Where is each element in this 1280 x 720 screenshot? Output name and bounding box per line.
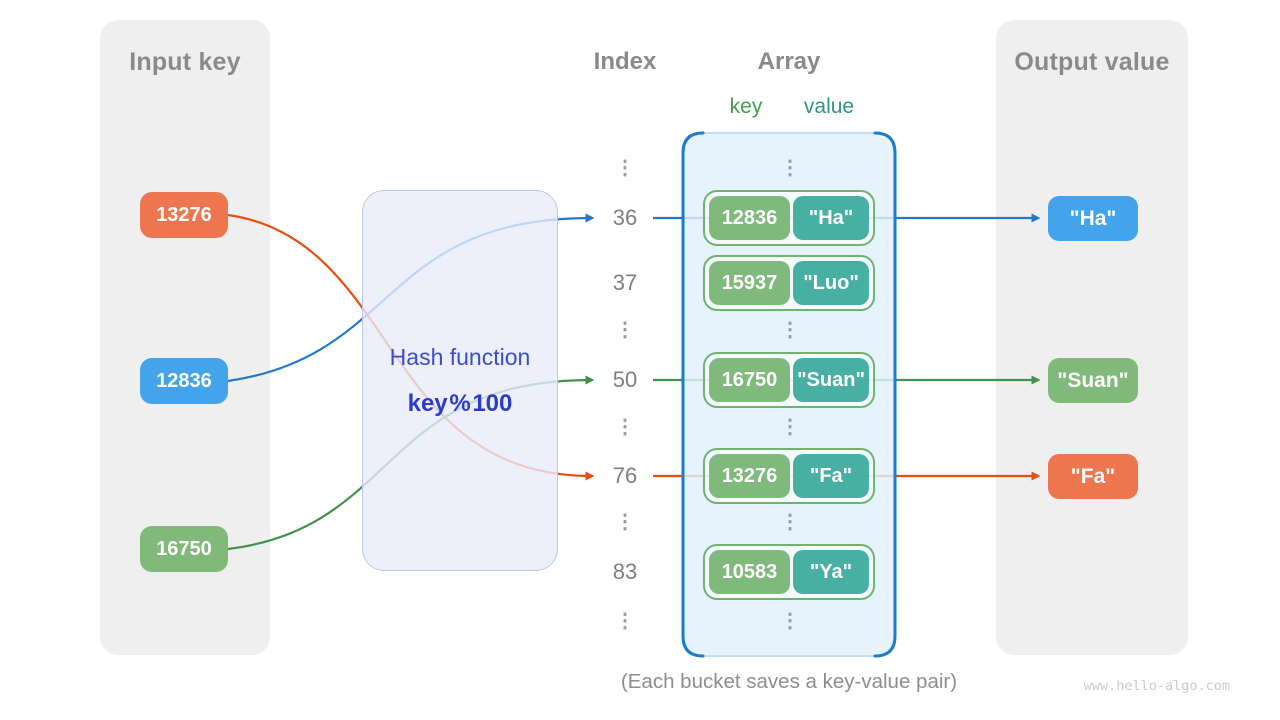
index-ellipsis: ⋮	[615, 319, 635, 341]
output-value-panel	[996, 20, 1188, 655]
array-ellipsis: ⋮	[780, 319, 800, 341]
site-watermark: www.hello-algo.com	[1083, 678, 1230, 694]
bucket-key: 16750	[709, 358, 790, 402]
index-ellipsis: ⋮	[615, 511, 635, 533]
index-83: 83	[612, 559, 638, 584]
hash-function-formula: key % 100	[407, 390, 513, 417]
array-ellipsis: ⋮	[780, 610, 800, 632]
input-key-title: Input key	[129, 48, 241, 76]
bucket-key: 12836	[709, 196, 790, 240]
bucket-value: "Ha"	[793, 196, 869, 240]
bucket-value: "Fa"	[793, 454, 869, 498]
index-36: 36	[612, 205, 638, 230]
bucket-key: 15937	[709, 261, 790, 305]
bucket-value: "Luo"	[793, 261, 869, 305]
index-50: 50	[612, 367, 638, 392]
bucket-key: 10583	[709, 550, 790, 594]
array-ellipsis: ⋮	[780, 157, 800, 179]
bucket-value: "Ya"	[793, 550, 869, 594]
index-76: 76	[612, 463, 638, 488]
input-key-12836: 12836	[140, 358, 228, 404]
bucket-pair-suan: 16750 "Suan"	[703, 352, 875, 408]
array-bracket-right	[873, 131, 897, 658]
hash-function-box	[362, 190, 558, 571]
key-column-label: key	[729, 95, 763, 118]
index-header: Index	[593, 48, 657, 75]
index-37: 37	[612, 270, 638, 295]
array-header: Array	[757, 48, 821, 75]
bucket-pair-ha: 12836 "Ha"	[703, 190, 875, 246]
index-ellipsis: ⋮	[615, 610, 635, 632]
index-ellipsis: ⋮	[615, 157, 635, 179]
array-ellipsis: ⋮	[780, 511, 800, 533]
output-value-ha: "Ha"	[1048, 196, 1138, 241]
value-column-label: value	[803, 95, 855, 118]
bucket-pair-ya: 10583 "Ya"	[703, 544, 875, 600]
output-value-suan: "Suan"	[1048, 358, 1138, 403]
array-ellipsis: ⋮	[780, 416, 800, 438]
index-ellipsis: ⋮	[615, 416, 635, 438]
bucket-pair-luo: 15937 "Luo"	[703, 255, 875, 311]
bucket-pair-fa: 13276 "Fa"	[703, 448, 875, 504]
input-key-16750: 16750	[140, 526, 228, 572]
array-bracket-left	[681, 131, 705, 658]
output-value-title: Output value	[1014, 48, 1170, 76]
bucket-value: "Suan"	[793, 358, 869, 402]
output-value-fa: "Fa"	[1048, 454, 1138, 499]
bucket-key: 13276	[709, 454, 790, 498]
hash-function-title: Hash function	[389, 344, 531, 370]
input-key-13276: 13276	[140, 192, 228, 238]
diagram-caption: (Each bucket saves a key-value pair)	[620, 670, 958, 693]
